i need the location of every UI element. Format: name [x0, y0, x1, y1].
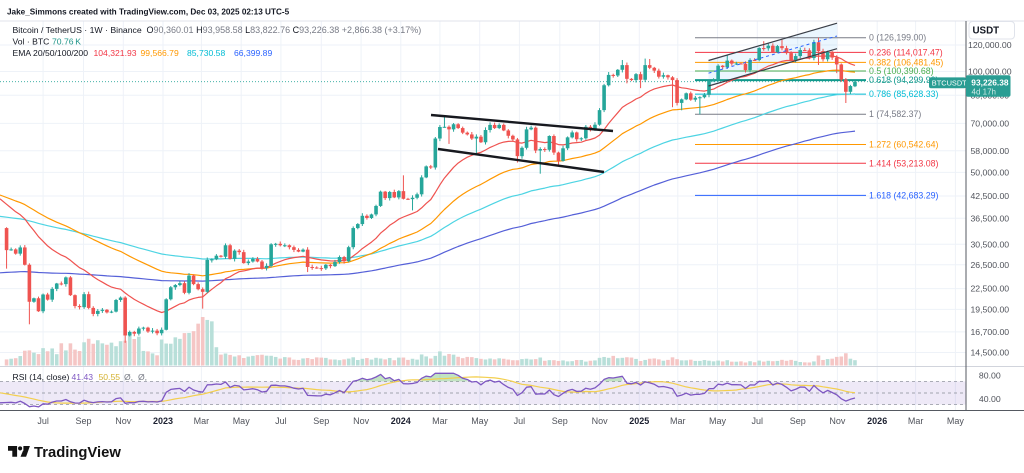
- svg-text:Nov: Nov: [829, 416, 846, 426]
- svg-text:2026: 2026: [867, 416, 887, 426]
- svg-text:1.618 (42,683.29): 1.618 (42,683.29): [869, 190, 939, 200]
- svg-text:1 (74,582.37): 1 (74,582.37): [869, 109, 921, 119]
- svg-text:Jul: Jul: [752, 416, 764, 426]
- svg-text:Bitcoin / TetherUS · 1W · Bina: Bitcoin / TetherUS · 1W · Binance O90,360…: [13, 25, 422, 35]
- svg-text:40.00: 40.00: [979, 394, 1001, 404]
- svg-text:May: May: [471, 416, 489, 426]
- svg-text:4d 17h: 4d 17h: [972, 87, 996, 96]
- svg-text:80.00: 80.00: [979, 371, 1001, 381]
- svg-text:30,500.00: 30,500.00: [970, 239, 1009, 249]
- svg-text:Sep: Sep: [552, 416, 568, 426]
- svg-text:Vol · BTC 70.76 K: Vol · BTC 70.76 K: [13, 36, 82, 46]
- svg-text:BTCUSDT: BTCUSDT: [932, 79, 967, 88]
- svg-text:Sep: Sep: [790, 416, 806, 426]
- svg-text:2025: 2025: [629, 416, 649, 426]
- svg-text:Mar: Mar: [194, 416, 210, 426]
- svg-text:0.5 (100,390.68): 0.5 (100,390.68): [869, 66, 934, 76]
- svg-text:Mar: Mar: [670, 416, 686, 426]
- svg-text:100,000.00: 100,000.00: [968, 67, 1012, 77]
- svg-text:19,500.00: 19,500.00: [970, 305, 1009, 315]
- svg-text:0.236 (114,017.47): 0.236 (114,017.47): [869, 47, 943, 57]
- svg-text:TradingView: TradingView: [34, 445, 121, 461]
- svg-text:May: May: [947, 416, 965, 426]
- svg-text:May: May: [233, 416, 251, 426]
- svg-text:Jul: Jul: [514, 416, 526, 426]
- svg-text:Nov: Nov: [353, 416, 370, 426]
- svg-text:22,500.00: 22,500.00: [970, 284, 1009, 294]
- svg-text:Sep: Sep: [313, 416, 329, 426]
- svg-text:1.414 (53,213.08): 1.414 (53,213.08): [869, 158, 939, 168]
- svg-text:Nov: Nov: [115, 416, 132, 426]
- svg-text:58,000.00: 58,000.00: [970, 146, 1009, 156]
- svg-text:36,500.00: 36,500.00: [970, 213, 1009, 223]
- svg-text:16,700.00: 16,700.00: [970, 327, 1009, 337]
- svg-text:93,226.38: 93,226.38: [971, 78, 1009, 88]
- svg-text:0.618 (94,299.90): 0.618 (94,299.90): [869, 75, 939, 85]
- svg-text:Nov: Nov: [592, 416, 609, 426]
- svg-text:USDT: USDT: [972, 26, 999, 37]
- svg-text:RSI (14, close) 41.43 50.55 Ø,: RSI (14, close) 41.43 50.55 Ø, Ø,: [13, 372, 148, 382]
- svg-text:0.382 (106,481.45): 0.382 (106,481.45): [869, 57, 943, 67]
- svg-text:Jake_Simmons created with Trad: Jake_Simmons created with TradingView.co…: [7, 8, 290, 17]
- svg-text:50,000.00: 50,000.00: [970, 168, 1009, 178]
- svg-text:1.272 (60,542.64): 1.272 (60,542.64): [869, 140, 939, 150]
- svg-text:120,000.00: 120,000.00: [968, 40, 1012, 50]
- svg-text:0 (126,199.00): 0 (126,199.00): [869, 33, 926, 43]
- svg-text:42,500.00: 42,500.00: [970, 191, 1009, 201]
- svg-text:2024: 2024: [391, 416, 411, 426]
- svg-text:Mar: Mar: [908, 416, 924, 426]
- svg-text:EMA 20/50/100/200 104,321.93 9: EMA 20/50/100/200 104,321.93 99,566.79 8…: [13, 48, 273, 58]
- svg-text:Jul: Jul: [275, 416, 287, 426]
- svg-text:26,500.00: 26,500.00: [970, 260, 1009, 270]
- svg-text:2023: 2023: [153, 416, 173, 426]
- svg-text:Sep: Sep: [75, 416, 91, 426]
- svg-text:70,000.00: 70,000.00: [970, 119, 1009, 129]
- svg-text:May: May: [709, 416, 727, 426]
- svg-text:Mar: Mar: [432, 416, 448, 426]
- svg-text:Jul: Jul: [37, 416, 49, 426]
- svg-text:0.786 (85,628.33): 0.786 (85,628.33): [869, 89, 939, 99]
- svg-text:14,500.00: 14,500.00: [970, 348, 1009, 358]
